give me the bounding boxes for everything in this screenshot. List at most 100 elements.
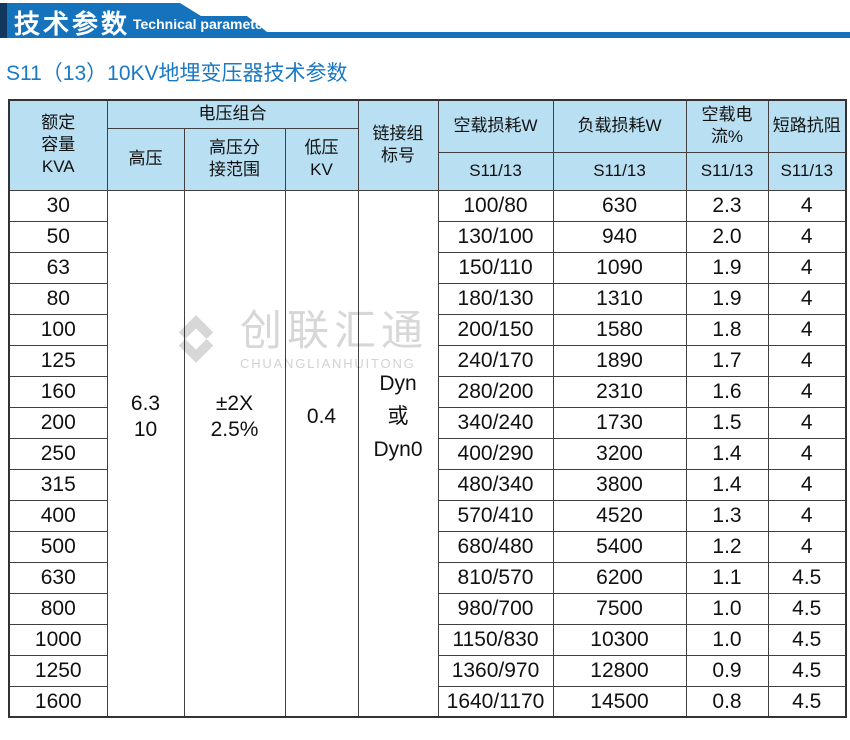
header-impedance: 短路抗阻 (767, 99, 847, 153)
no-load-loss-cell: 1150/830 (437, 623, 554, 656)
hv-tap-cell: ±2X 2.5% (183, 189, 286, 718)
banner: 技术参数 Technical parameter (0, 3, 850, 38)
no-load-loss-cell: 240/170 (437, 344, 554, 377)
no-load-loss-cell: 130/100 (437, 220, 554, 253)
load-loss-cell: 2310 (552, 375, 687, 408)
no-load-current-cell: 1.4 (685, 468, 769, 501)
header-lv: 低压 KV (284, 127, 359, 191)
no-load-current-cell: 1.0 (685, 623, 769, 656)
table-row: 160 280/200 2310 1.6 4 (8, 375, 847, 408)
no-load-current-cell: 1.9 (685, 251, 769, 284)
no-load-current-cell: 1.3 (685, 499, 769, 532)
no-load-loss-cell: 570/410 (437, 499, 554, 532)
no-load-current-cell: 1.9 (685, 282, 769, 315)
header-model-load-loss: S11/13 (552, 151, 687, 191)
parameters-table: 额定 容量 KVA 电压组合 链接组 标号 空载损耗W 负载损耗W 空载电流% … (8, 99, 847, 718)
header-model-no-load-loss: S11/13 (437, 151, 554, 191)
load-loss-cell: 1310 (552, 282, 687, 315)
load-loss-cell: 3200 (552, 437, 687, 470)
capacity-cell: 1250 (8, 654, 108, 687)
table-row: 200 340/240 1730 1.5 4 (8, 406, 847, 439)
header-load-loss: 负载损耗W (552, 99, 687, 153)
capacity-cell: 250 (8, 437, 108, 470)
table-row: 50 130/100 940 2.0 4 (8, 220, 847, 253)
no-load-loss-cell: 100/80 (437, 189, 554, 222)
no-load-loss-cell: 680/480 (437, 530, 554, 563)
no-load-current-cell: 2.3 (685, 189, 769, 222)
impedance-cell: 4.5 (767, 654, 847, 687)
banner-subtitle: Technical parameter (133, 16, 269, 32)
header-model-no-load-current: S11/13 (685, 151, 769, 191)
no-load-loss-cell: 480/340 (437, 468, 554, 501)
no-load-current-cell: 1.4 (685, 437, 769, 470)
load-loss-cell: 1730 (552, 406, 687, 439)
no-load-loss-cell: 810/570 (437, 561, 554, 594)
impedance-cell: 4.5 (767, 685, 847, 718)
capacity-cell: 630 (8, 561, 108, 594)
load-loss-cell: 5400 (552, 530, 687, 563)
table-row: 1250 1360/970 12800 0.9 4.5 (8, 654, 847, 687)
no-load-loss-cell: 1360/970 (437, 654, 554, 687)
table-row: 100 200/150 1580 1.8 4 (8, 313, 847, 346)
load-loss-cell: 1580 (552, 313, 687, 346)
capacity-cell: 50 (8, 220, 108, 253)
capacity-cell: 63 (8, 251, 108, 284)
load-loss-cell: 1890 (552, 344, 687, 377)
capacity-cell: 160 (8, 375, 108, 408)
no-load-loss-cell: 200/150 (437, 313, 554, 346)
lv-cell: 0.4 (284, 189, 359, 718)
no-load-loss-cell: 340/240 (437, 406, 554, 439)
impedance-cell: 4 (767, 530, 847, 563)
header-hv-tap: 高压分 接范围 (183, 127, 286, 191)
impedance-cell: 4 (767, 251, 847, 284)
no-load-loss-cell: 280/200 (437, 375, 554, 408)
no-load-current-cell: 1.1 (685, 561, 769, 594)
header-voltage-group: 电压组合 (106, 99, 359, 129)
capacity-cell: 400 (8, 499, 108, 532)
table-row: 1600 1640/1170 14500 0.8 4.5 (8, 685, 847, 718)
impedance-cell: 4 (767, 189, 847, 222)
no-load-current-cell: 0.9 (685, 654, 769, 687)
load-loss-cell: 940 (552, 220, 687, 253)
capacity-cell: 1600 (8, 685, 108, 718)
capacity-cell: 200 (8, 406, 108, 439)
load-loss-cell: 630 (552, 189, 687, 222)
no-load-current-cell: 1.7 (685, 344, 769, 377)
load-loss-cell: 10300 (552, 623, 687, 656)
header-hv: 高压 (106, 127, 185, 191)
impedance-cell: 4 (767, 437, 847, 470)
no-load-current-cell: 2.0 (685, 220, 769, 253)
capacity-cell: 30 (8, 189, 108, 222)
capacity-cell: 800 (8, 592, 108, 625)
load-loss-cell: 12800 (552, 654, 687, 687)
header-no-load-current: 空载电流% (685, 99, 769, 153)
capacity-cell: 80 (8, 282, 108, 315)
impedance-cell: 4 (767, 344, 847, 377)
no-load-current-cell: 1.6 (685, 375, 769, 408)
impedance-cell: 4 (767, 220, 847, 253)
impedance-cell: 4.5 (767, 592, 847, 625)
no-load-current-cell: 1.8 (685, 313, 769, 346)
table-header: 额定 容量 KVA 电压组合 链接组 标号 空载损耗W 负载损耗W 空载电流% … (8, 99, 847, 191)
impedance-cell: 4 (767, 313, 847, 346)
impedance-cell: 4 (767, 375, 847, 408)
impedance-cell: 4.5 (767, 561, 847, 594)
page-title: S11（13）10KV地埋变压器技术参数 (6, 62, 348, 85)
capacity-cell: 100 (8, 313, 108, 346)
load-loss-cell: 6200 (552, 561, 687, 594)
impedance-cell: 4 (767, 468, 847, 501)
no-load-loss-cell: 980/700 (437, 592, 554, 625)
header-capacity: 额定 容量 KVA (8, 99, 108, 191)
table-wrapper: 额定 容量 KVA 电压组合 链接组 标号 空载损耗W 负载损耗W 空载电流% … (8, 99, 847, 718)
table-row: 125 240/170 1890 1.7 4 (8, 344, 847, 377)
table-row: 800 980/700 7500 1.0 4.5 (8, 592, 847, 625)
vector-group-cell: Dyn 或 Dyn0 (357, 189, 439, 718)
table-row: 400 570/410 4520 1.3 4 (8, 499, 847, 532)
table-row: 1000 1150/830 10300 1.0 4.5 (8, 623, 847, 656)
no-load-loss-cell: 400/290 (437, 437, 554, 470)
capacity-cell: 315 (8, 468, 108, 501)
hv-cell: 6.3 10 (106, 189, 185, 718)
no-load-current-cell: 0.8 (685, 685, 769, 718)
no-load-loss-cell: 180/130 (437, 282, 554, 315)
